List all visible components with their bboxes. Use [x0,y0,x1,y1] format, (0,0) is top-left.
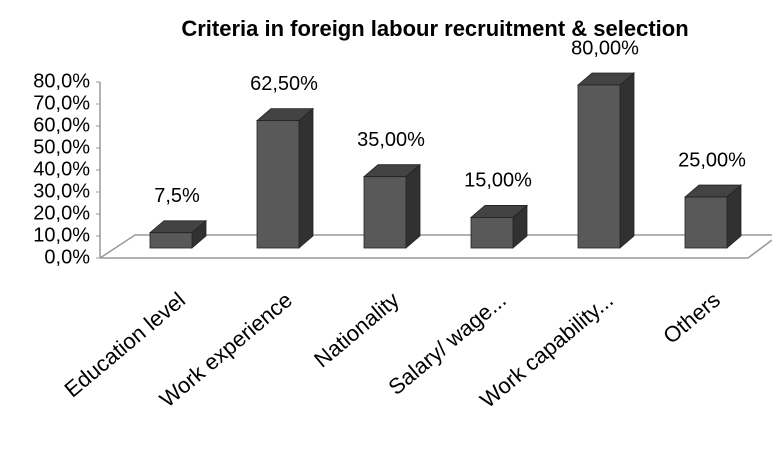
y-tick-label: 50,0% [33,136,90,158]
bar [362,163,422,249]
bar [469,204,529,249]
y-tick-label: 70,0% [33,92,90,114]
bar-side [405,163,421,249]
bar [576,72,636,249]
bar-front [684,196,728,249]
value-label: 25,00% [678,149,746,171]
bar [255,107,315,249]
value-label: 35,00% [357,129,425,151]
y-tick-label: 60,0% [33,114,90,136]
bar-front [256,120,300,249]
bar-side [298,107,314,249]
y-tick-label: 0,0% [44,246,90,268]
floor-back [99,234,772,259]
floor-front [100,239,772,259]
bar-front [363,176,407,249]
chart-title: Criteria in foreign labour recruitment &… [181,16,688,41]
x-tick-label: Others [658,287,725,349]
x-tick-label: Nationality [309,287,404,372]
bar-front [470,217,514,249]
bar-front [149,232,193,249]
bar [683,184,743,249]
y-tick-label: 10,0% [33,224,90,246]
value-label: 80,00% [571,37,639,59]
y-tick-label: 80,0% [33,70,90,92]
value-label: 62,50% [250,73,318,95]
y-tick-label: 20,0% [33,202,90,224]
value-label: 7,5% [154,185,200,207]
y-tick-label: 40,0% [33,158,90,180]
y-tick-label: 30,0% [33,180,90,202]
value-label: 15,00% [464,170,532,192]
bar-front [577,84,621,249]
bar [148,219,208,249]
bar-side [619,72,635,249]
